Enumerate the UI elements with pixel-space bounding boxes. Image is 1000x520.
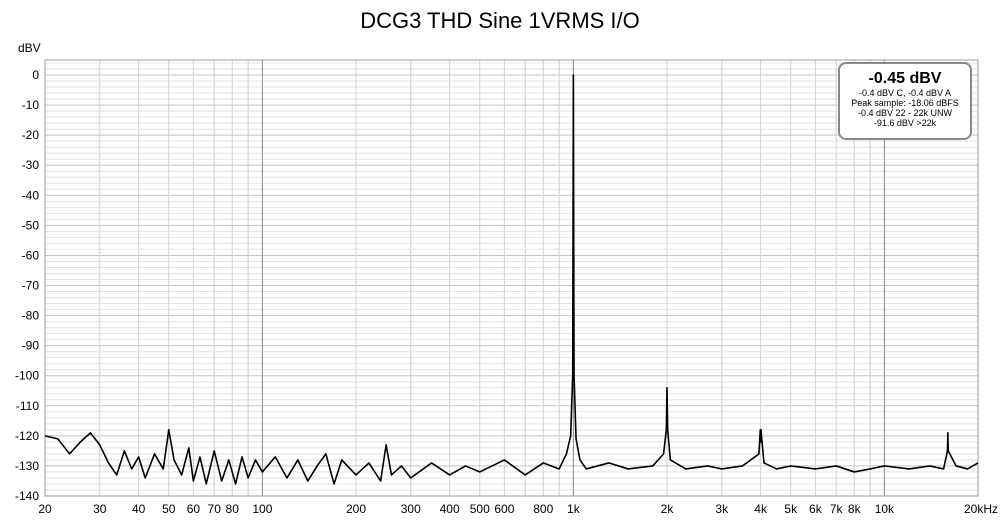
x-tick-label: 20 bbox=[38, 502, 52, 516]
y-axis-label: dBV bbox=[18, 41, 41, 55]
series-layer bbox=[44, 74, 979, 485]
y-tick-label: -40 bbox=[22, 188, 40, 202]
x-tick-label: 600 bbox=[494, 502, 514, 516]
plot-background bbox=[45, 60, 978, 496]
x-tick-label: 800 bbox=[533, 502, 553, 516]
x-tick-label: 2k bbox=[661, 502, 675, 516]
y-tick-label: -130 bbox=[15, 459, 39, 473]
readout-line: -0.4 dBV C, -0.4 dBV A bbox=[858, 88, 952, 98]
x-tick-label: 4k bbox=[754, 502, 768, 516]
x-tick-label: 500 bbox=[470, 502, 490, 516]
x-tick-label: 20kHz bbox=[964, 502, 998, 516]
y-tick-label: 0 bbox=[32, 68, 39, 82]
y-tick-label: -10 bbox=[22, 98, 40, 112]
x-tick-label: 300 bbox=[401, 502, 421, 516]
x-tick-label: 7k bbox=[830, 502, 844, 516]
series-line bbox=[44, 74, 979, 485]
x-tick-label: 5k bbox=[784, 502, 798, 516]
plot-frame bbox=[44, 59, 979, 497]
y-tick-label: -30 bbox=[22, 158, 40, 172]
readout-line: Peak sample: -18.06 dBFS bbox=[851, 98, 959, 108]
y-tick-label: -120 bbox=[15, 429, 39, 443]
x-tick-label: 10k bbox=[875, 502, 895, 516]
x-tick-label: 70 bbox=[208, 502, 222, 516]
y-tick-label: -100 bbox=[15, 369, 39, 383]
x-tick-label: 60 bbox=[187, 502, 201, 516]
y-tick-label: -50 bbox=[22, 218, 40, 232]
y-tick-label: -70 bbox=[22, 279, 40, 293]
x-tick-label: 6k bbox=[809, 502, 823, 516]
y-tick-label: -80 bbox=[22, 309, 40, 323]
x-tick-label: 3k bbox=[715, 502, 729, 516]
level-readout-box: -0.45 dBV -0.4 dBV C, -0.4 dBV A Peak sa… bbox=[838, 62, 972, 140]
axes bbox=[44, 59, 979, 497]
y-tick-label: -140 bbox=[15, 489, 39, 503]
y-tick-label: -20 bbox=[22, 128, 40, 142]
x-tick-label: 8k bbox=[848, 502, 862, 516]
x-tick-label: 200 bbox=[346, 502, 366, 516]
grid bbox=[44, 60, 979, 497]
y-tick-label: -90 bbox=[22, 339, 40, 353]
readout-line: -91.6 dBV >22k bbox=[873, 118, 937, 128]
chart-title: DCG3 THD Sine 1VRMS I/O bbox=[360, 8, 640, 33]
x-tick-label: 80 bbox=[226, 502, 240, 516]
readout-main-value: -0.45 dBV bbox=[868, 70, 942, 87]
readout-line: -0.4 dBV 22 - 22k UNW bbox=[857, 108, 953, 118]
y-tick-label: -60 bbox=[22, 248, 40, 262]
y-tick-label: -110 bbox=[16, 399, 39, 413]
x-tick-label: 100 bbox=[252, 502, 272, 516]
tick-labels: 0 -10 -20 -30 -40 -50 -60 -70 -80 -90 -100 -110 -120… bbox=[15, 41, 998, 516]
x-tick-label: 30 bbox=[93, 502, 107, 516]
x-tick-label: 40 bbox=[132, 502, 146, 516]
x-tick-label: 400 bbox=[440, 502, 460, 516]
x-tick-label: 1k bbox=[567, 502, 581, 516]
x-tick-label: 50 bbox=[162, 502, 176, 516]
